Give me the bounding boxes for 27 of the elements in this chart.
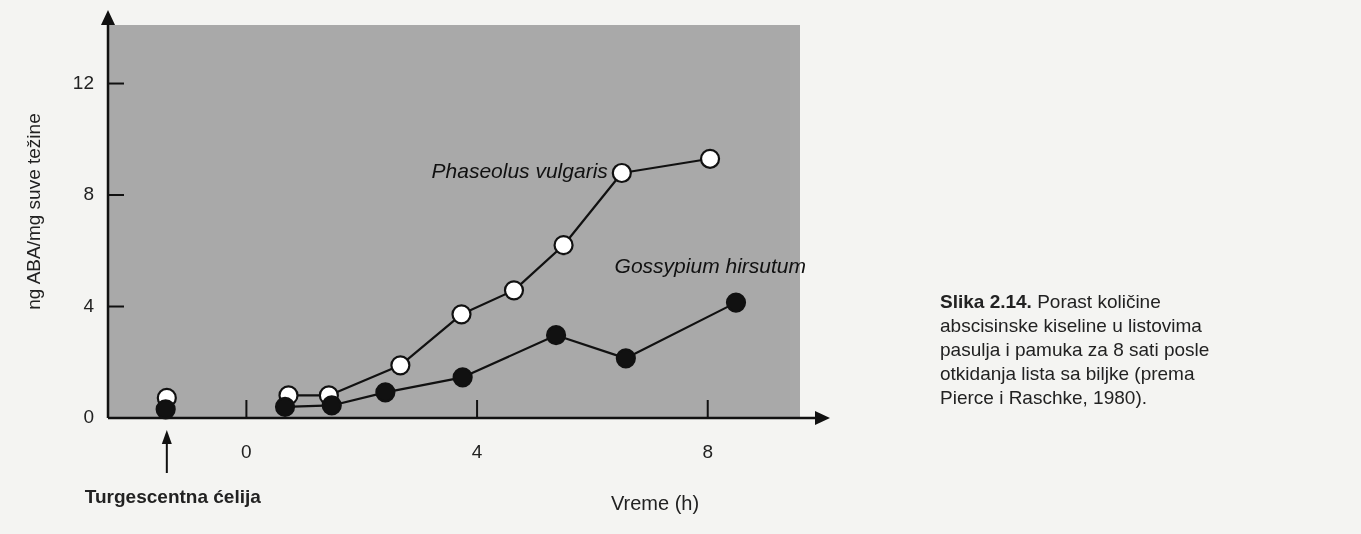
point xyxy=(375,382,396,403)
point xyxy=(699,148,721,169)
text: Slika 2.14. Porast količine abscisinske kiseline u listovima pasulja i pamuka za 8 sati posle otkidanja lista sa biljke (prema Pierce i Raschke, 1980). xyxy=(940,291,1210,408)
y-tick-label: 4 xyxy=(83,294,95,316)
point xyxy=(553,235,574,256)
x-tick-label: 8 xyxy=(702,441,714,462)
point xyxy=(503,280,525,301)
x-tick-label: 0 xyxy=(241,441,252,462)
point xyxy=(725,292,747,313)
point xyxy=(451,304,472,325)
point xyxy=(611,162,632,184)
point xyxy=(390,355,411,376)
y-tick-label: 0 xyxy=(83,406,94,428)
point xyxy=(321,395,342,416)
text: Turgescentna ćelija xyxy=(84,486,262,507)
point xyxy=(274,396,296,417)
point xyxy=(452,367,473,388)
y-tick-label: 8 xyxy=(83,183,94,205)
series-label: Gossypium hirsutum xyxy=(614,253,806,277)
y-tick-label: 12 xyxy=(72,71,94,93)
series-label: Phaseolus vulgaris xyxy=(431,159,609,182)
point xyxy=(615,348,636,369)
point xyxy=(155,399,176,420)
x-axis-title: Vreme (h) xyxy=(610,492,700,514)
y-axis-title: ng ABA/mg suve težine xyxy=(23,113,44,310)
point xyxy=(545,325,567,346)
x-tick-label: 4 xyxy=(471,441,483,462)
